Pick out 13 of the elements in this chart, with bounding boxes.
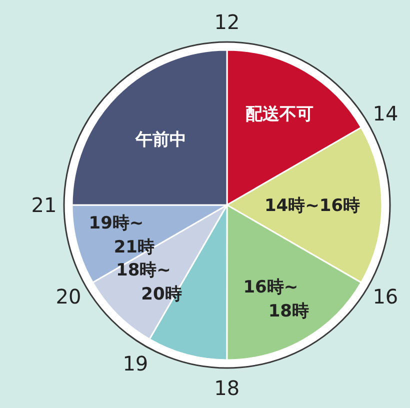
text: 14 bbox=[372, 102, 398, 126]
text: 19 bbox=[122, 351, 148, 376]
slice-label: 18時~20時 bbox=[116, 260, 182, 305]
slice-label: 配送不可 bbox=[246, 104, 314, 125]
text: 16 bbox=[372, 284, 398, 309]
slice-label: 午前中 bbox=[134, 130, 187, 150]
text: 20 bbox=[56, 284, 82, 308]
text: 21 bbox=[31, 193, 57, 217]
slice-label: 16時~18時 bbox=[243, 277, 309, 322]
text: 18 bbox=[214, 376, 240, 400]
slice-label: 19時~21時 bbox=[88, 213, 155, 258]
text: 12 bbox=[214, 10, 240, 34]
slice-label: 14時~16時 bbox=[264, 196, 360, 216]
